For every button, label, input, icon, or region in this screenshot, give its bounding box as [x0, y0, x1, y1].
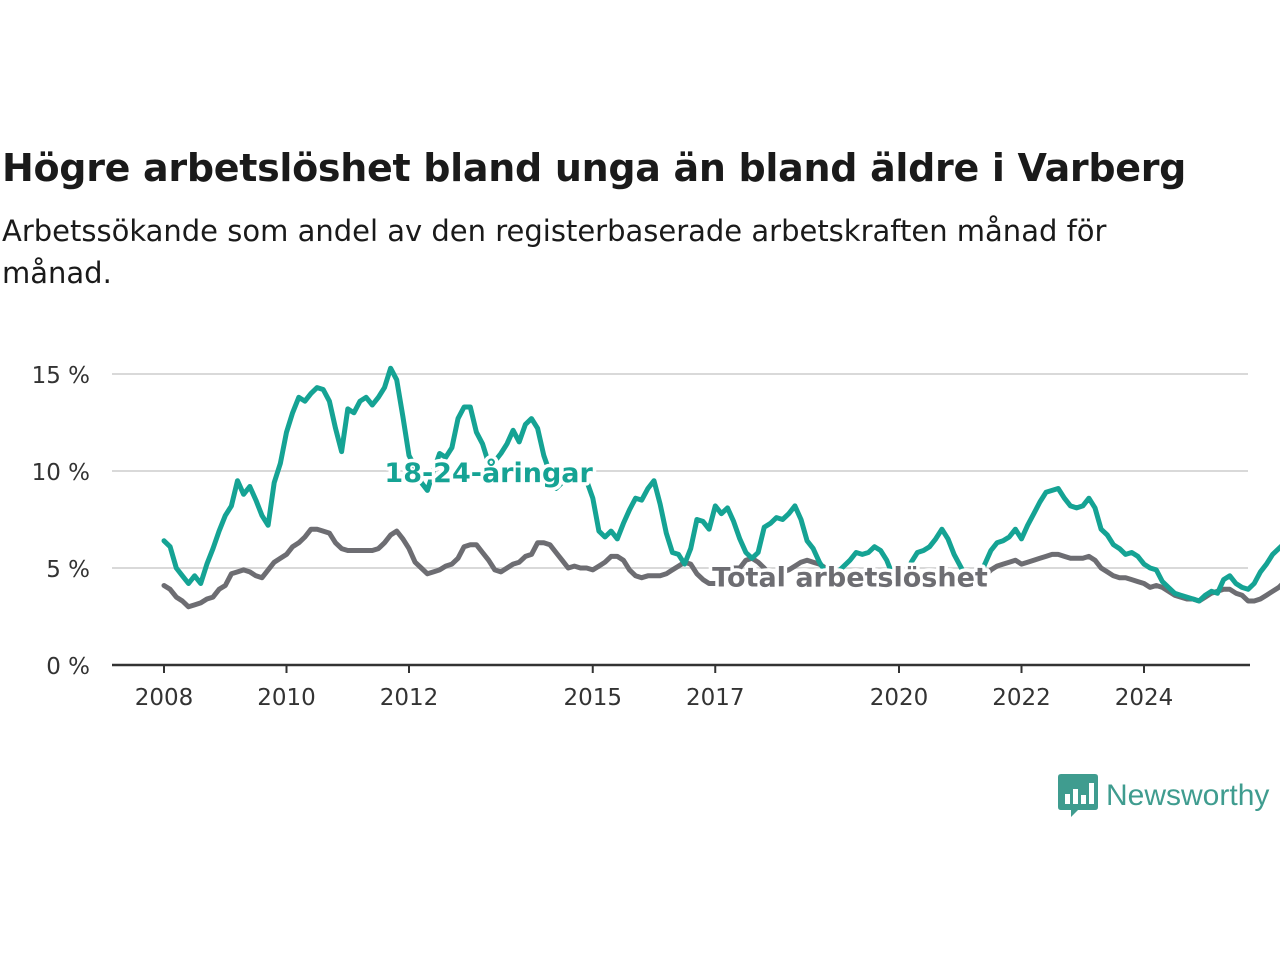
- y-axis: 0 % 5 % 10 % 15 %: [32, 363, 90, 680]
- x-tick-label: 2008: [135, 685, 194, 711]
- x-tick-label: 2020: [870, 685, 929, 711]
- x-tick-label: 2010: [257, 685, 316, 711]
- x-axis: 2008 2010 2012 2015 2017 2020 2022 2024: [112, 663, 1250, 711]
- x-tick-label: 2017: [686, 685, 745, 711]
- series-label: Total arbetslöshet: [712, 563, 988, 594]
- series-label: 18-24-åringar: [384, 457, 593, 489]
- y-tick-label: 10 %: [32, 460, 90, 486]
- y-tick-label: 5 %: [46, 557, 90, 583]
- series-lines: [161, 365, 1280, 610]
- y-tick-label: 15 %: [32, 363, 90, 389]
- chart-subtitle: Arbetssökande som andel av den registerb…: [2, 214, 1107, 290]
- y-tick-label: 0 %: [46, 654, 90, 680]
- gridlines: [112, 373, 1248, 569]
- brand-name: Newsworthy: [1106, 779, 1270, 812]
- x-tick-label: 2015: [563, 685, 622, 711]
- series-labels: 18-24-åringar5,9 %Total arbetslöshet4,3 …: [381, 453, 991, 597]
- chart-title: Högre arbetslöshet bland unga än bland ä…: [2, 146, 1187, 190]
- series-line-youth: [161, 365, 1280, 604]
- x-tick-label: 2022: [992, 685, 1051, 711]
- newsworthy-logo-icon: [1058, 774, 1098, 817]
- x-tick-label: 2024: [1115, 685, 1174, 711]
- newsworthy-logo: Newsworthy: [1058, 774, 1269, 818]
- x-tick-label: 2012: [380, 685, 439, 711]
- series-line-total: [161, 526, 1280, 610]
